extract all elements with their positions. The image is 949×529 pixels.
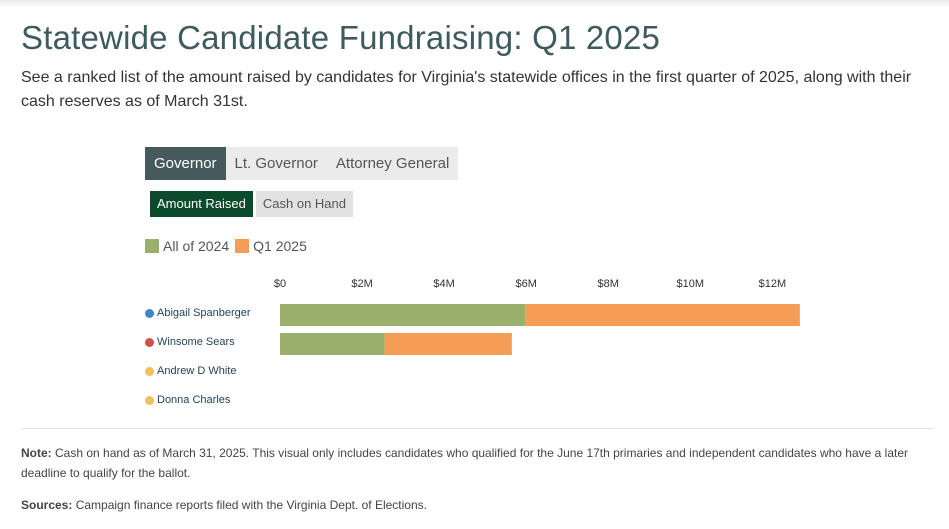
note: Note: Cash on hand as of March 31, 2025.…	[21, 443, 941, 483]
x-tick-label: $0	[274, 278, 286, 290]
bar-2024[interactable]	[280, 304, 525, 326]
party-dot	[145, 395, 154, 405]
top-shade	[0, 0, 949, 8]
legend-label-q1-2025: Q1 2025	[253, 238, 307, 254]
page-subtitle: See a ranked list of the amount raised b…	[21, 69, 912, 110]
party-dot	[145, 366, 154, 376]
note-label: Note:	[21, 446, 52, 460]
bar-q1-2025[interactable]	[384, 333, 512, 355]
candidate-label: Donna Charles	[145, 394, 230, 406]
metric-toggles: Amount Raised Cash on Hand	[150, 191, 354, 217]
bar-q1-2025[interactable]	[524, 304, 800, 326]
page-title: Statewide Candidate Fundraising: Q1 2025	[21, 19, 661, 56]
candidate-name: Andrew D White	[157, 365, 237, 377]
amount-raised-button[interactable]: Amount Raised	[150, 191, 253, 217]
legend-item-q1-2025: Q1 2025	[235, 238, 307, 254]
x-tick-label: $8M	[598, 278, 619, 290]
tab-lt-governor[interactable]: Lt. Governor	[234, 155, 318, 172]
legend-swatch-2024	[145, 239, 159, 253]
party-dot	[145, 308, 154, 318]
x-tick-label: $12M	[759, 278, 787, 290]
candidate-name: Abigail Spanberger	[157, 307, 251, 319]
sources-label: Sources:	[21, 498, 73, 512]
sources: Sources: Campaign finance reports filed …	[21, 496, 941, 514]
bar-2024[interactable]	[280, 333, 385, 355]
candidate-name: Donna Charles	[157, 394, 231, 406]
candidate-name: Winsome Sears	[157, 336, 235, 348]
chart-legend: All of 2024 Q1 2025	[145, 238, 313, 254]
x-tick-label: $10M	[677, 278, 705, 290]
note-text: Cash on hand as of March 31, 2025. This …	[21, 446, 908, 480]
candidate-label: Winsome Sears	[145, 336, 235, 348]
candidate-label: Abigail Spanberger	[145, 307, 251, 319]
candidate-label: Andrew D White	[145, 365, 236, 377]
tab-attorney-general[interactable]: Attorney General	[335, 155, 450, 172]
legend-item-2024: All of 2024	[145, 238, 229, 254]
cash-on-hand-button[interactable]: Cash on Hand	[255, 191, 354, 217]
office-tabs: Governor Lt. Governor Attorney General	[145, 147, 459, 180]
fundraising-chart: $0 $2M $4M $6M $8M $10M $12M	[274, 278, 800, 355]
sources-text: Campaign finance reports filed with the …	[72, 498, 427, 512]
x-tick-label: $6M	[515, 278, 536, 290]
party-dot	[145, 337, 154, 347]
x-tick-label: $4M	[433, 278, 454, 290]
x-tick-label: $2M	[351, 278, 372, 290]
legend-swatch-q1-2025	[235, 239, 250, 253]
legend-label-2024: All of 2024	[163, 238, 230, 254]
tab-governor[interactable]: Governor	[145, 147, 226, 180]
divider	[21, 428, 934, 429]
